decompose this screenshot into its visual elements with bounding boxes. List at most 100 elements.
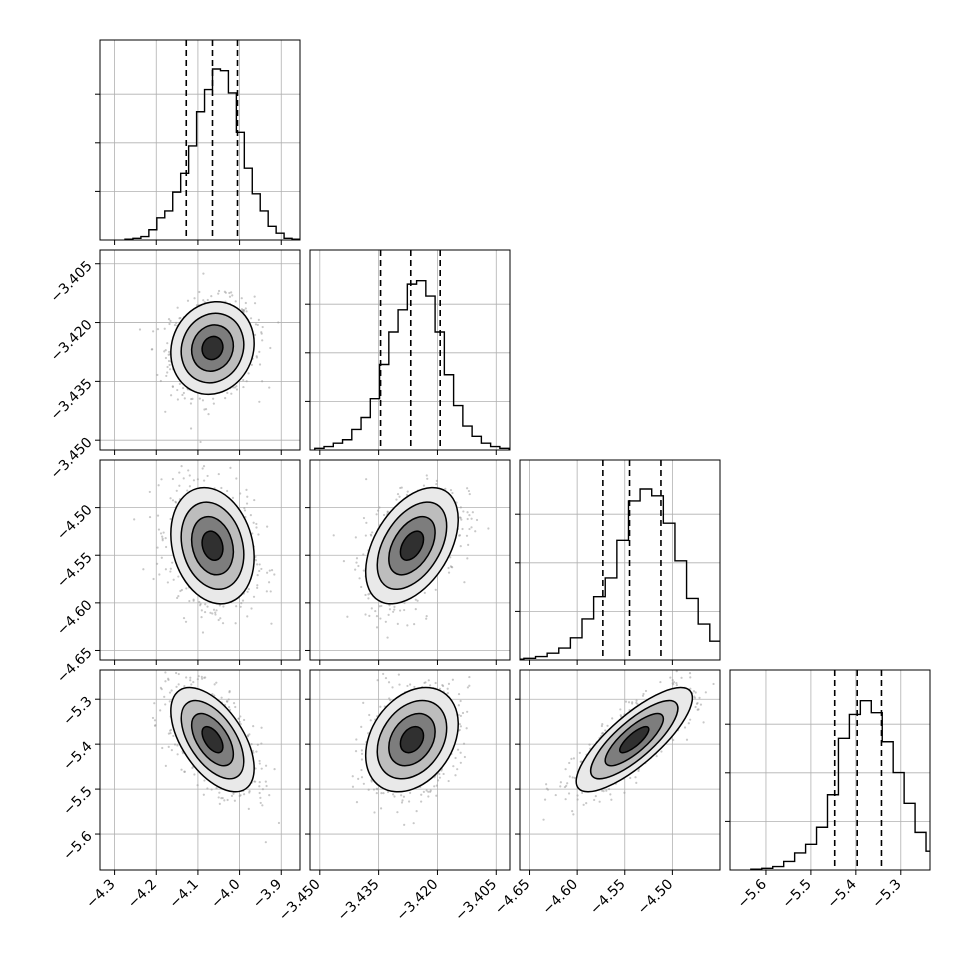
sample-point [396, 492, 400, 496]
sample-point [459, 751, 462, 754]
sample-point [247, 588, 250, 591]
sample-point [391, 793, 395, 796]
sample-point [368, 713, 371, 717]
sample-point [159, 709, 162, 712]
sample-point [152, 577, 155, 581]
sample-point [416, 599, 419, 602]
density-layer [138, 272, 280, 444]
sample-point [248, 790, 251, 793]
sample-point [269, 590, 272, 593]
contour-3 [364, 686, 459, 793]
sample-point [164, 545, 168, 549]
sample-point [364, 534, 367, 537]
sample-point [449, 556, 452, 559]
sample-point [261, 325, 264, 329]
sample-point [161, 535, 164, 538]
sample-point [382, 672, 385, 676]
sample-point [247, 372, 250, 375]
contour-0 [399, 725, 425, 754]
sample-point [235, 605, 238, 608]
sample-point [364, 593, 367, 597]
sample-point [412, 822, 415, 825]
sample-point [382, 792, 385, 795]
panel-3-1 [309, 669, 511, 871]
sample-point [168, 363, 171, 367]
sample-point [447, 571, 451, 574]
sample-point [610, 798, 613, 801]
sample-point [164, 703, 167, 706]
sample-point [466, 487, 469, 490]
sample-point [183, 770, 186, 773]
sample-point [460, 518, 463, 521]
contour-2 [180, 312, 245, 384]
sample-point [456, 768, 459, 771]
sample-point [234, 705, 237, 709]
sample-point [206, 474, 209, 478]
sample-point [166, 371, 169, 374]
sample-point [256, 743, 259, 746]
sample-point [175, 321, 178, 324]
sample-point [258, 780, 261, 784]
sample-point [230, 291, 233, 294]
sample-point [266, 525, 269, 528]
sample-point [167, 353, 170, 356]
density-fill-0 [202, 726, 223, 753]
panel-frame [309, 669, 511, 871]
sample-point [200, 675, 203, 678]
sample-point [254, 780, 257, 783]
sample-point [138, 328, 142, 331]
sample-point [161, 537, 164, 540]
sample-point [434, 681, 437, 685]
sample-point [222, 605, 225, 608]
sample-point [446, 691, 450, 695]
panel-3-3 [729, 669, 931, 871]
sample-point [228, 706, 231, 709]
sample-point [260, 767, 263, 770]
sample-point [183, 685, 186, 688]
contour-1 [190, 515, 235, 576]
sample-point [266, 571, 269, 574]
sample-point [604, 729, 607, 732]
sample-point [471, 511, 474, 514]
sample-point [239, 715, 242, 718]
sample-point [217, 472, 220, 476]
sample-point [203, 676, 206, 679]
panel-2-0 [99, 459, 301, 661]
sample-point [379, 617, 382, 620]
sample-point [246, 734, 250, 737]
sample-point [332, 534, 335, 537]
sample-point [685, 738, 689, 741]
sample-point [413, 685, 416, 689]
sample-point [376, 679, 379, 682]
sample-point [167, 745, 170, 749]
sample-point [269, 346, 272, 350]
sample-point [396, 622, 399, 625]
sample-point [170, 749, 173, 752]
sample-point [258, 569, 261, 573]
sample-point [162, 531, 165, 534]
sample-point [457, 692, 461, 696]
sample-point [225, 700, 229, 703]
sample-point [169, 394, 173, 397]
sample-point [387, 613, 390, 616]
sample-point [157, 484, 160, 487]
sample-point [164, 537, 167, 540]
sample-point [199, 602, 202, 606]
sample-point [259, 801, 262, 805]
sample-point [401, 799, 404, 802]
panel-frame [309, 459, 511, 661]
sample-point [167, 318, 171, 321]
sample-point [156, 373, 159, 377]
density-layer [351, 670, 471, 826]
sample-point [468, 684, 471, 687]
sample-point [258, 350, 261, 353]
sample-point [232, 792, 235, 795]
sample-point [164, 356, 168, 360]
sample-point [255, 750, 258, 753]
sample-point [655, 755, 658, 758]
sample-point [150, 348, 153, 351]
sample-point [398, 495, 401, 498]
sample-point [246, 590, 249, 593]
sample-point [235, 385, 238, 388]
sample-point [360, 776, 364, 779]
